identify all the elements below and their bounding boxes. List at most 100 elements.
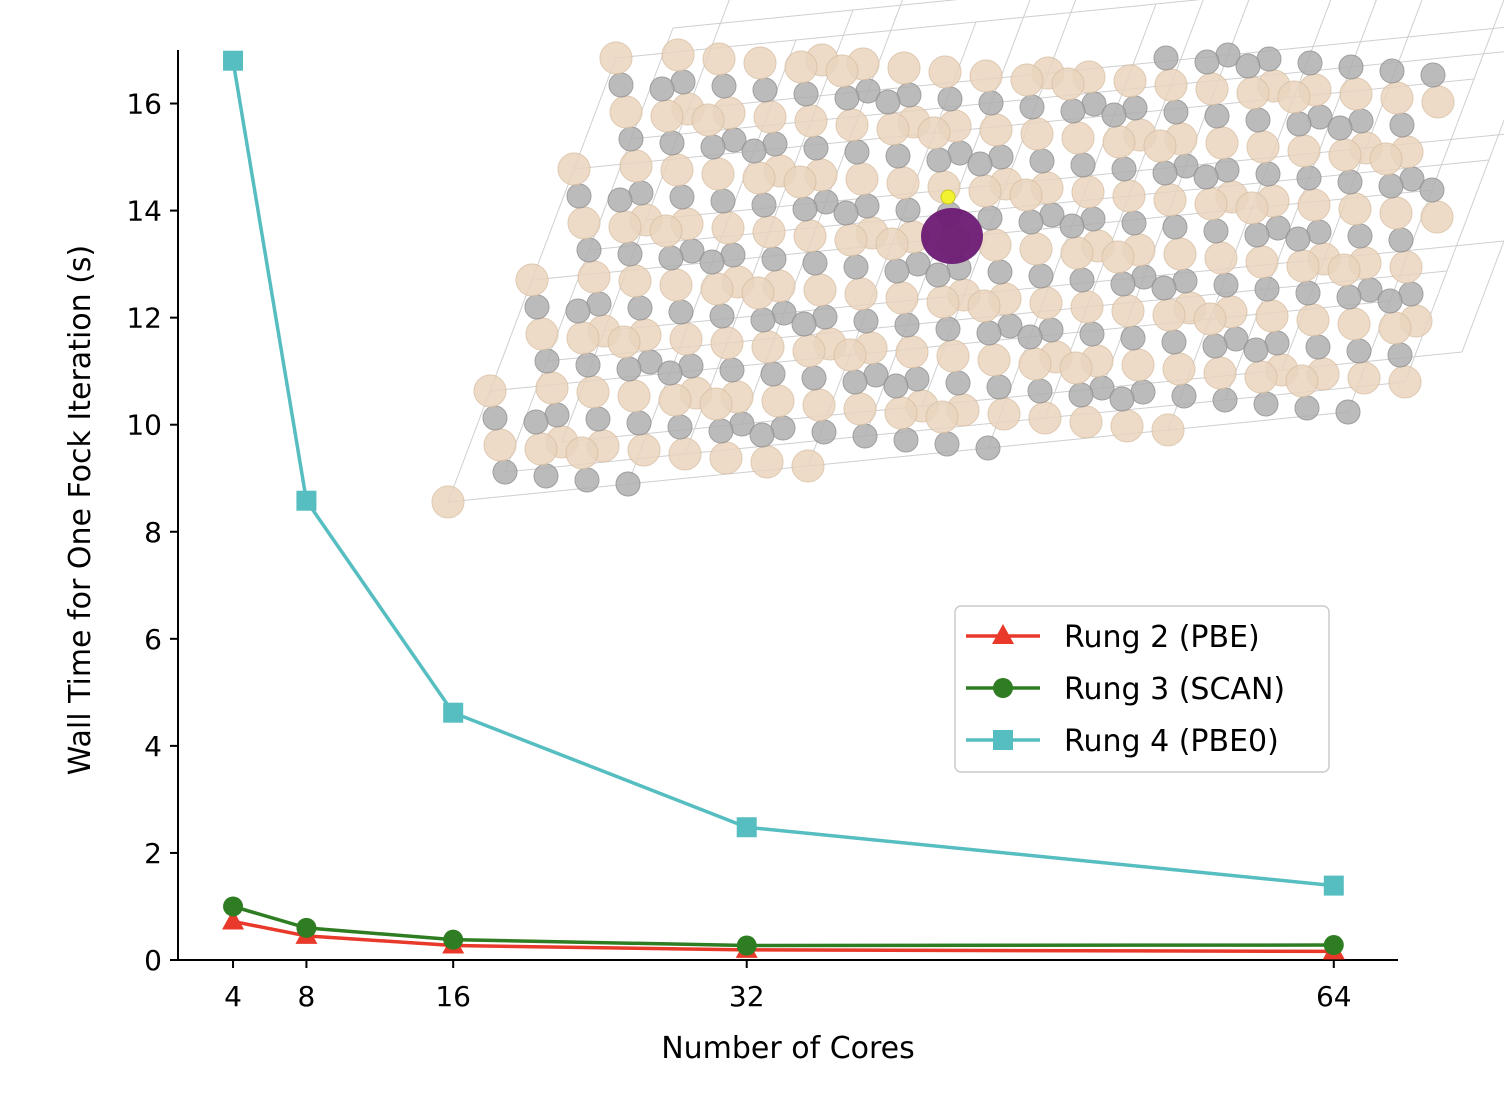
atom-dark bbox=[608, 72, 634, 98]
atom-dark bbox=[987, 259, 1013, 285]
atom-dark bbox=[1059, 213, 1085, 239]
atom-dark bbox=[812, 304, 838, 330]
atom-dark bbox=[791, 311, 817, 337]
lattice-line bbox=[615, 0, 1202, 59]
atom-light bbox=[742, 161, 776, 195]
atom-light bbox=[700, 272, 734, 306]
lattice-line bbox=[1461, 239, 1504, 353]
atom-light bbox=[535, 371, 569, 405]
atom-dark bbox=[883, 373, 909, 399]
data-point bbox=[1323, 875, 1344, 896]
atom-dark bbox=[1346, 338, 1372, 364]
atom-light bbox=[987, 397, 1021, 431]
atom-light bbox=[967, 289, 1001, 323]
atom-light bbox=[1388, 365, 1422, 399]
atom-light bbox=[1287, 134, 1321, 168]
atom-dark bbox=[1387, 342, 1413, 368]
lattice-line bbox=[1404, 118, 1504, 383]
atom-light bbox=[834, 223, 868, 257]
atom-dark bbox=[926, 147, 952, 173]
atom-light bbox=[659, 268, 693, 302]
atom-dark bbox=[834, 85, 860, 111]
atom-dark bbox=[977, 205, 1003, 231]
atom-dark bbox=[574, 467, 600, 493]
atom-light bbox=[743, 46, 777, 80]
atom-dark bbox=[1244, 222, 1270, 248]
atom-dark bbox=[1110, 271, 1136, 297]
atom-dark bbox=[1336, 284, 1362, 310]
x-axis-label: Number of Cores bbox=[661, 1031, 915, 1066]
atom-dark bbox=[709, 303, 735, 329]
atom-dark bbox=[627, 295, 653, 321]
atom-dark bbox=[1018, 209, 1044, 235]
y-tick-label: 4 bbox=[144, 730, 162, 763]
atom-dark bbox=[988, 144, 1014, 170]
atom-light bbox=[607, 325, 641, 359]
y-axis-label: Wall Time for One Fock Iteration (s) bbox=[63, 245, 98, 775]
atom-light bbox=[699, 387, 733, 421]
atom-light bbox=[750, 445, 784, 479]
atom-light bbox=[895, 335, 929, 369]
atom-light bbox=[525, 317, 559, 351]
atom-dark bbox=[626, 410, 652, 436]
atom-light bbox=[752, 215, 786, 249]
atom-dark bbox=[1305, 334, 1331, 360]
atom-dark bbox=[1120, 325, 1146, 351]
atom-dark bbox=[1294, 395, 1320, 421]
atom-dark bbox=[1017, 324, 1043, 350]
atom-dark bbox=[904, 366, 930, 392]
data-point bbox=[223, 896, 244, 917]
atom-dark bbox=[615, 471, 641, 497]
data-point bbox=[443, 929, 464, 950]
atom-dark bbox=[618, 126, 644, 152]
atom-dark bbox=[576, 237, 602, 263]
atom-dark bbox=[1335, 399, 1361, 425]
atom-dark bbox=[1060, 98, 1086, 124]
atom-light bbox=[1163, 237, 1197, 271]
atom-dark bbox=[586, 291, 612, 317]
atom-light bbox=[1347, 361, 1381, 395]
atom-light bbox=[977, 343, 1011, 377]
atom-dark bbox=[1378, 173, 1404, 199]
atom-light bbox=[1337, 307, 1371, 341]
atom-light bbox=[710, 326, 744, 360]
atom-light bbox=[843, 392, 877, 426]
atom-light bbox=[1277, 80, 1311, 114]
atom-dark bbox=[895, 197, 921, 223]
atom-light bbox=[1010, 63, 1044, 97]
atom-light bbox=[618, 264, 652, 298]
atom-light bbox=[1110, 409, 1144, 443]
atom-dark bbox=[762, 131, 788, 157]
atom-dark bbox=[741, 138, 767, 164]
lattice-line bbox=[672, 0, 959, 29]
atom-light bbox=[884, 396, 918, 430]
y-tick-label: 12 bbox=[126, 302, 162, 335]
atom-dark bbox=[1204, 103, 1230, 129]
atom-dark bbox=[844, 139, 870, 165]
atom-dark bbox=[720, 242, 746, 268]
atom-light bbox=[926, 285, 960, 319]
atom-light bbox=[925, 400, 959, 434]
atom-dark bbox=[896, 82, 922, 108]
atom-light bbox=[661, 38, 695, 72]
atom-light bbox=[1380, 81, 1414, 115]
atom-dark bbox=[628, 180, 654, 206]
atom-dark bbox=[1245, 107, 1271, 133]
atom-dark bbox=[934, 431, 960, 457]
atom-dark bbox=[1027, 378, 1053, 404]
atom-light bbox=[1339, 77, 1373, 111]
atom-dark bbox=[875, 89, 901, 115]
atom-light bbox=[791, 449, 825, 483]
atom-light bbox=[711, 211, 745, 245]
atom-dark bbox=[761, 246, 787, 272]
x-tick-label: 32 bbox=[729, 980, 765, 1013]
atom-light bbox=[617, 379, 651, 413]
atom-dark bbox=[1295, 280, 1321, 306]
atom-dark bbox=[1070, 152, 1096, 178]
atom-dark bbox=[1171, 383, 1197, 409]
atom-dark bbox=[1212, 387, 1238, 413]
x-tick-label: 64 bbox=[1316, 980, 1352, 1013]
atom-light bbox=[783, 165, 817, 199]
atom-dark bbox=[1202, 333, 1228, 359]
atom-light bbox=[1121, 348, 1155, 382]
